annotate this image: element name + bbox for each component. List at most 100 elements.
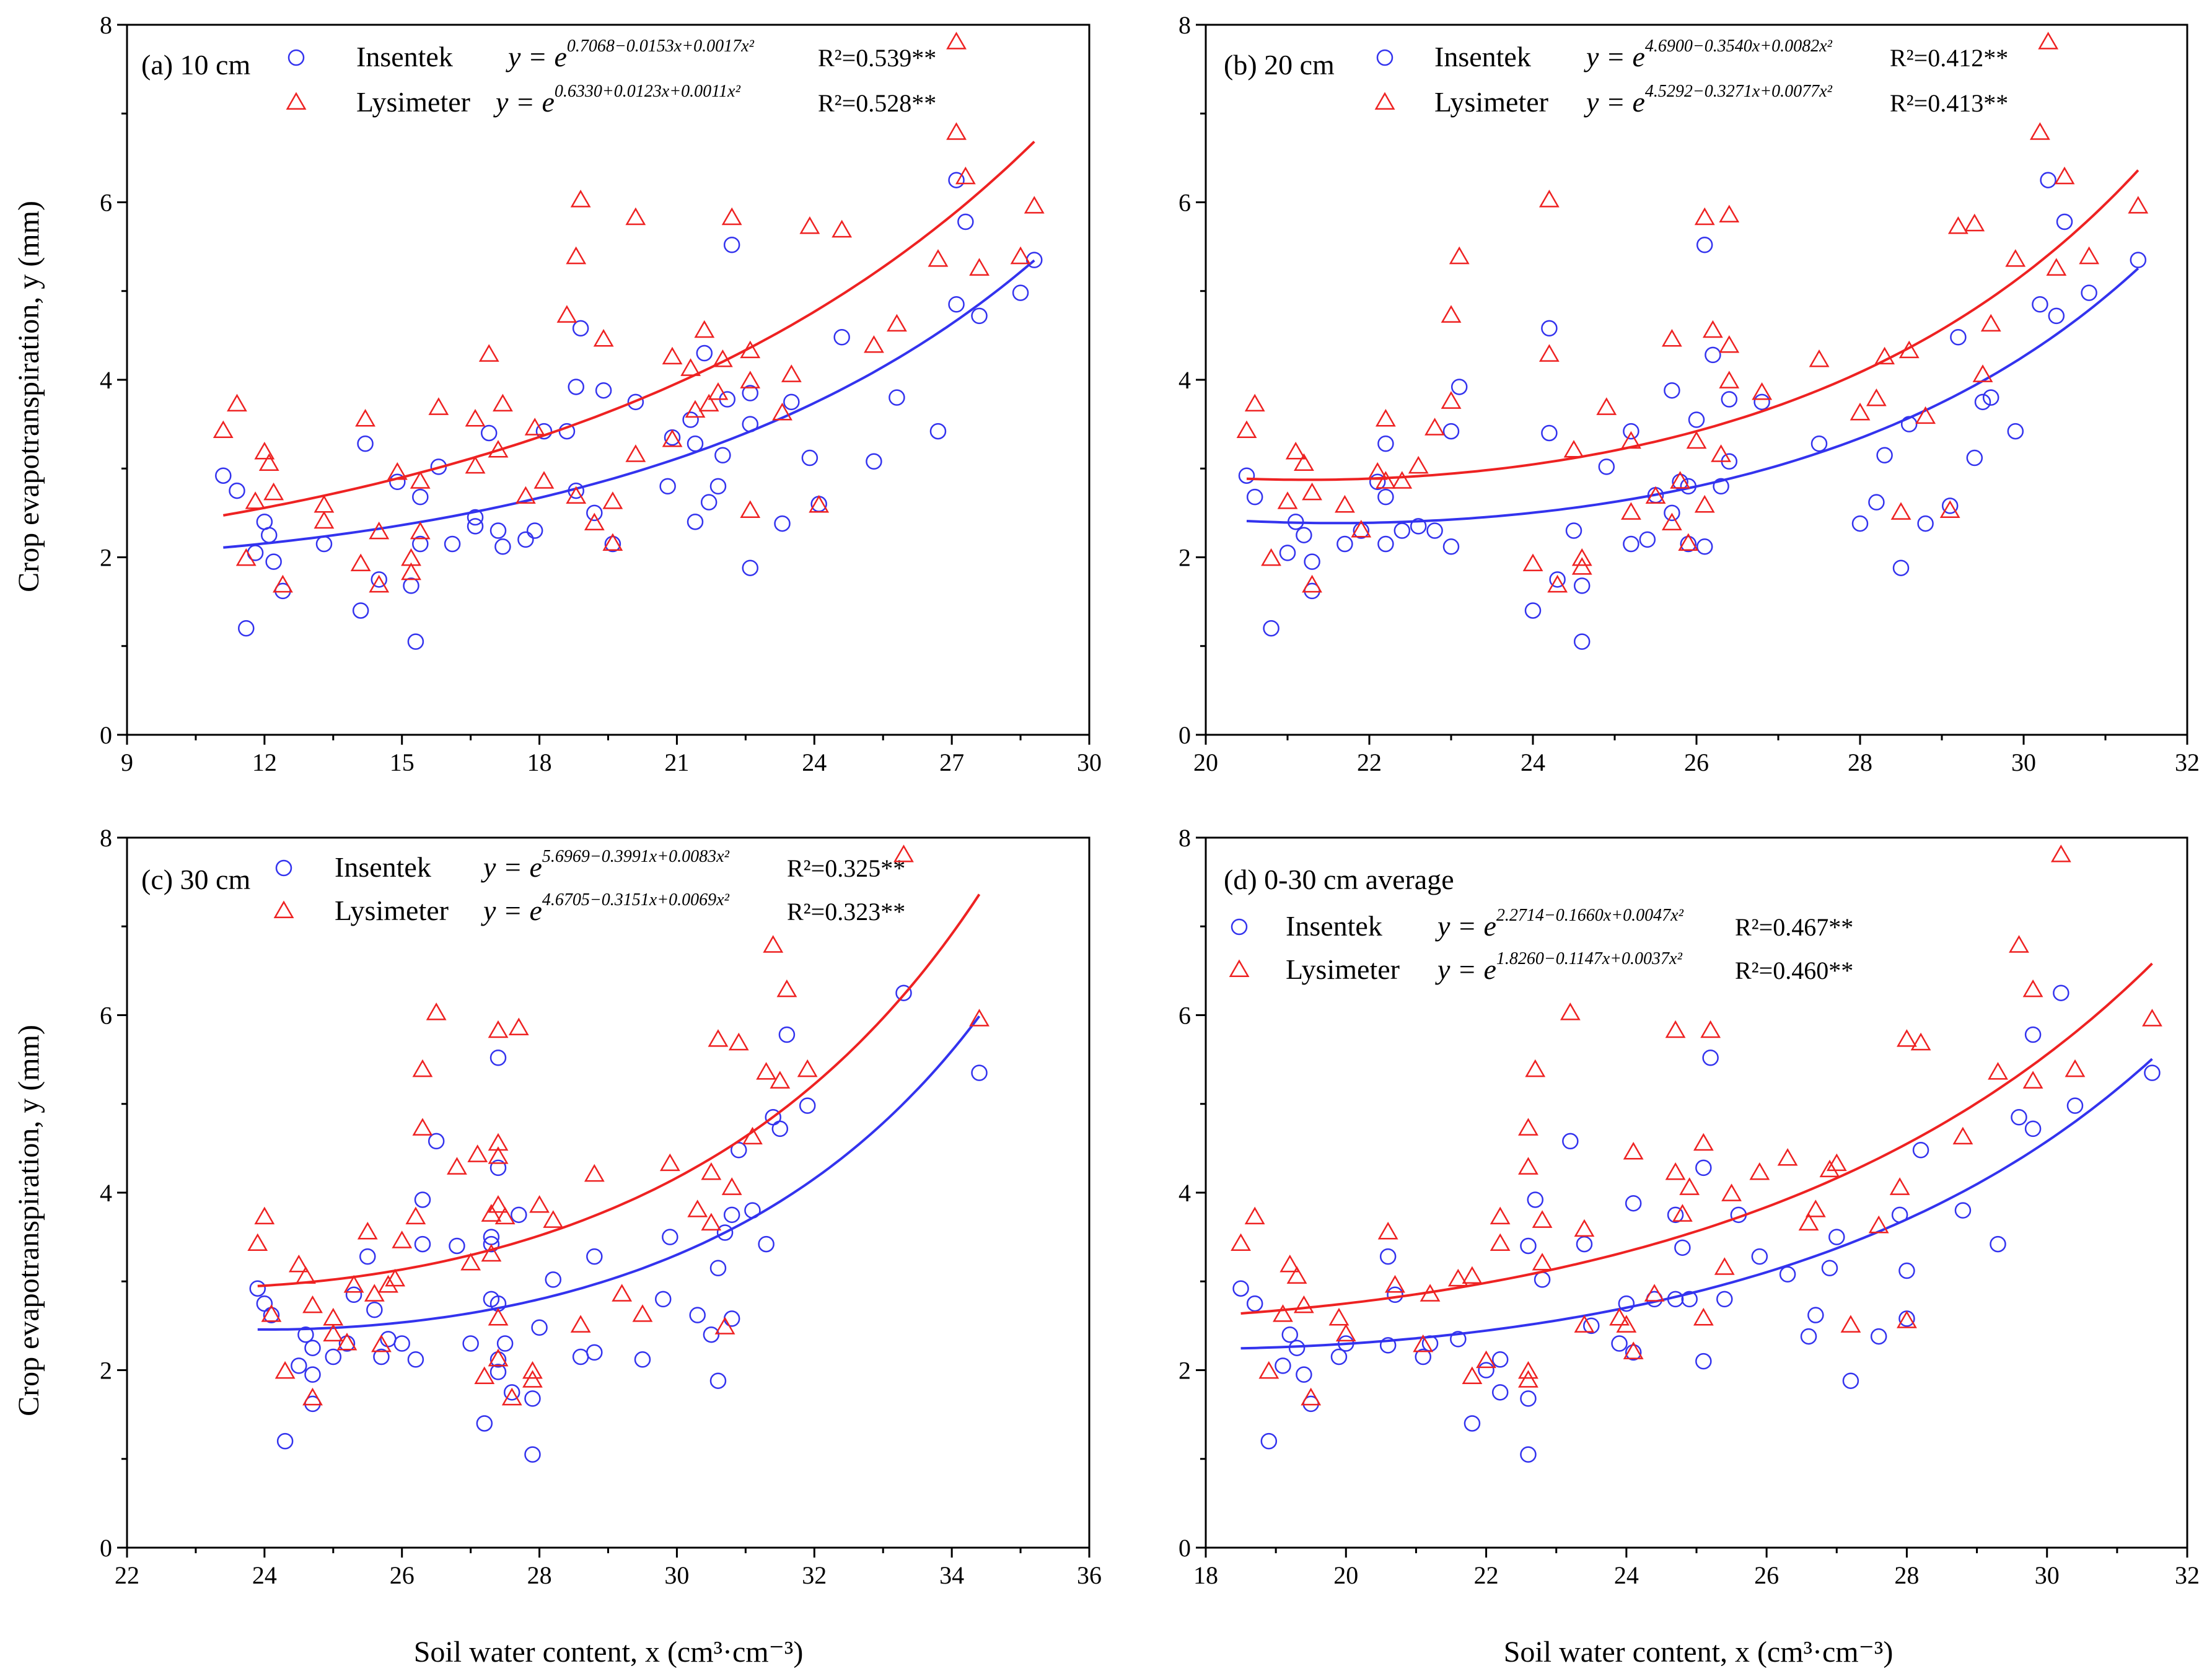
insentek-point	[1379, 1248, 1397, 1265]
lysimeter-point	[1623, 1141, 1644, 1160]
lysimeter-point	[1711, 444, 1731, 462]
insentek-point	[1562, 1133, 1579, 1150]
lysimeter-point	[694, 320, 715, 338]
lysimeter-point	[1898, 340, 1920, 359]
insentek-point	[568, 482, 584, 499]
lysimeter-point	[524, 418, 545, 436]
x-tick-label: 30	[2011, 748, 2036, 776]
lysimeter-point	[1890, 502, 1911, 520]
insentek-fit-equation: y = e4.6900−0.3540x+0.0082x²	[1584, 37, 1833, 72]
insentek-point	[2007, 423, 2024, 440]
lysimeter-point	[1518, 1118, 1538, 1136]
lysimeter-point	[2142, 1009, 2162, 1027]
insentek-point	[480, 424, 498, 442]
lysimeter-point	[254, 441, 275, 460]
insentek-point	[1304, 553, 1320, 570]
insentek-point	[366, 1301, 383, 1318]
insentek-legend-label: Insentek	[356, 41, 453, 72]
lysimeter-point	[235, 548, 257, 566]
lysimeter-point	[1721, 1183, 1742, 1201]
insentek-point	[1870, 1328, 1887, 1345]
insentek-point	[689, 1307, 706, 1323]
lysimeter-point	[501, 1387, 522, 1406]
lysimeter-point	[378, 1274, 398, 1293]
lysimeter-point	[1616, 1315, 1637, 1333]
panel-label: (a) 10 cm	[141, 49, 250, 81]
lysimeter-point	[832, 219, 853, 238]
insentek-point	[723, 1206, 740, 1224]
lysimeter-point	[1532, 1210, 1553, 1228]
x-tick-label: 34	[939, 1561, 964, 1589]
lysimeter-point	[1385, 1274, 1405, 1293]
lysimeter-point	[772, 402, 792, 421]
lysimeter-point	[460, 1253, 481, 1271]
insentek-point	[957, 213, 974, 230]
x-tick-label: 28	[527, 1561, 552, 1589]
insentek-point	[1296, 527, 1312, 543]
insentek-point	[1379, 1337, 1397, 1354]
insentek-point	[1667, 1206, 1684, 1224]
lysimeter-point	[1694, 494, 1715, 513]
insentek-point	[526, 522, 543, 539]
lysimeter-point	[1286, 1266, 1307, 1284]
lysimeter-point	[969, 258, 990, 276]
insentek-point	[503, 1384, 520, 1401]
lysimeter-point	[1621, 502, 1641, 520]
lysimeter-point	[515, 486, 536, 504]
insentek-point	[1263, 620, 1279, 637]
insentek-point	[1393, 522, 1411, 539]
insentek-point	[1716, 1291, 1733, 1308]
lysimeter-point	[1693, 1133, 1714, 1151]
insentek-point	[489, 1295, 507, 1312]
lysimeter-point	[364, 1284, 385, 1302]
lysimeter-point	[1868, 1215, 1889, 1234]
insentek-point	[494, 538, 511, 555]
lysimeter-point	[1277, 491, 1298, 509]
lysimeter-point	[1563, 440, 1584, 458]
lysimeter-point	[1449, 246, 1470, 265]
lysimeter-point	[1714, 1257, 1735, 1275]
lysimeter-point	[1335, 1323, 1356, 1342]
lysimeter-point	[355, 408, 375, 427]
lysimeter-point	[1490, 1206, 1511, 1225]
lysimeter-point	[955, 166, 976, 185]
lysimeter-point	[1805, 1199, 1826, 1217]
insentek-point	[1232, 1280, 1249, 1297]
lysimeter-point	[1897, 1310, 1917, 1328]
lysimeter-point	[1874, 346, 1895, 365]
y-axis-label-bottom: Crop evapotranspiration, y (mm)	[12, 1025, 45, 1416]
lysimeter-point	[522, 1370, 543, 1388]
lysimeter-point	[1441, 305, 1462, 323]
insentek-point	[535, 423, 553, 440]
lysimeter-point	[701, 1162, 722, 1180]
insentek-point	[2024, 1120, 2042, 1138]
insentek-point	[1696, 237, 1713, 253]
x-tick-label: 30	[1077, 748, 1102, 776]
lysimeter-point	[488, 1146, 509, 1164]
insentek-point	[1851, 515, 1869, 532]
x-axis-label-right: Soil water content, x (cm³·cm⁻³)	[1504, 1636, 1894, 1668]
lysimeter-point	[1694, 207, 1715, 226]
insentek-point	[1576, 1235, 1593, 1253]
lysimeter-point	[1231, 1233, 1251, 1252]
lysimeter-point	[1294, 453, 1314, 471]
insentek-point	[261, 527, 278, 543]
lysimeter-point	[1678, 533, 1699, 551]
lysimeter-point	[1596, 397, 1617, 415]
insentek-fit-equation: y = e5.6969−0.3991x+0.0083x²	[481, 847, 730, 883]
lysimeter-point	[336, 1332, 358, 1351]
insentek-point	[1246, 488, 1263, 506]
lysimeter-point	[1665, 1020, 1686, 1038]
insentek-point	[1917, 515, 1934, 532]
lysimeter-point	[465, 455, 486, 474]
insentek-point	[2032, 296, 2048, 313]
insentek-point	[723, 1310, 740, 1327]
lysimeter-point	[685, 400, 706, 418]
lysimeter-point	[428, 397, 449, 415]
lysimeter-point	[708, 382, 729, 400]
lysimeter-point	[2050, 844, 2071, 862]
lysimeter-point	[740, 370, 761, 388]
insentek-point	[238, 620, 255, 637]
insentek-point	[545, 1271, 562, 1288]
lysimeter-point	[1424, 418, 1445, 436]
